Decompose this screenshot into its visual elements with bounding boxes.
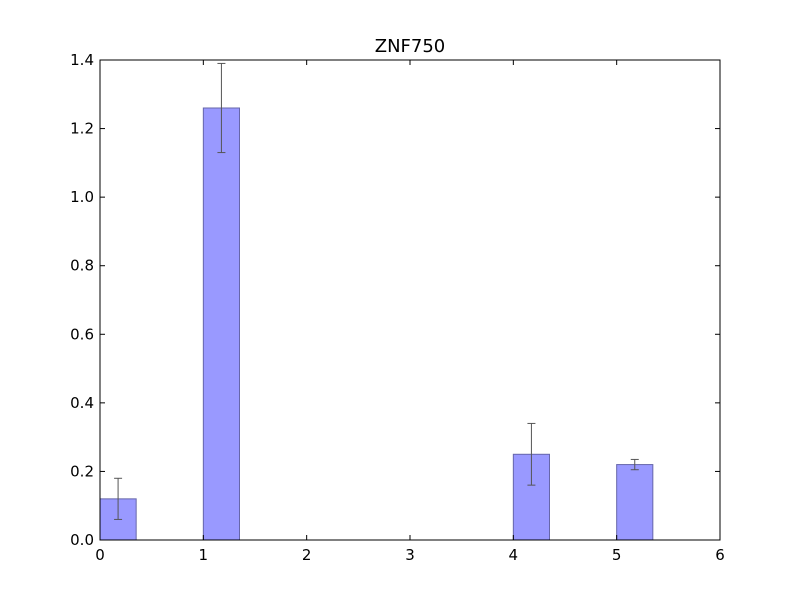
bar-3 <box>616 464 654 541</box>
x-tick-label: 5 <box>612 546 622 564</box>
error-bar-2 <box>527 422 536 486</box>
y-tick-label: 1.4 <box>70 51 94 69</box>
x-tick-label: 1 <box>199 546 209 564</box>
y-tick-label: 0.0 <box>70 531 94 549</box>
error-bar-0 <box>114 477 123 520</box>
x-tick-label: 0 <box>95 546 105 564</box>
y-tick-label: 1.2 <box>70 120 94 138</box>
y-tick-label: 0.6 <box>70 325 94 343</box>
error-bars-layer <box>114 62 639 520</box>
x-tick-label: 2 <box>302 546 312 564</box>
bars-layer <box>99 107 654 541</box>
x-tick-label: 3 <box>405 546 415 564</box>
y-axis-ticks: 0.0 0.2 0.4 0.6 0.8 1.0 1.2 1.4 <box>70 51 720 549</box>
chart-title: ZNF750 <box>375 36 446 57</box>
y-tick-label: 0.4 <box>70 394 94 412</box>
error-bar-3 <box>630 458 639 471</box>
y-tick-label: 0.2 <box>70 462 94 480</box>
x-axis-ticks: 0 1 2 3 4 5 6 <box>95 60 725 564</box>
bar-1 <box>202 107 240 541</box>
y-tick-label: 0.8 <box>70 257 94 275</box>
y-tick-label: 1.0 <box>70 188 94 206</box>
error-bar-1 <box>217 62 226 154</box>
x-tick-label: 6 <box>715 546 725 564</box>
x-tick-label: 4 <box>509 546 519 564</box>
